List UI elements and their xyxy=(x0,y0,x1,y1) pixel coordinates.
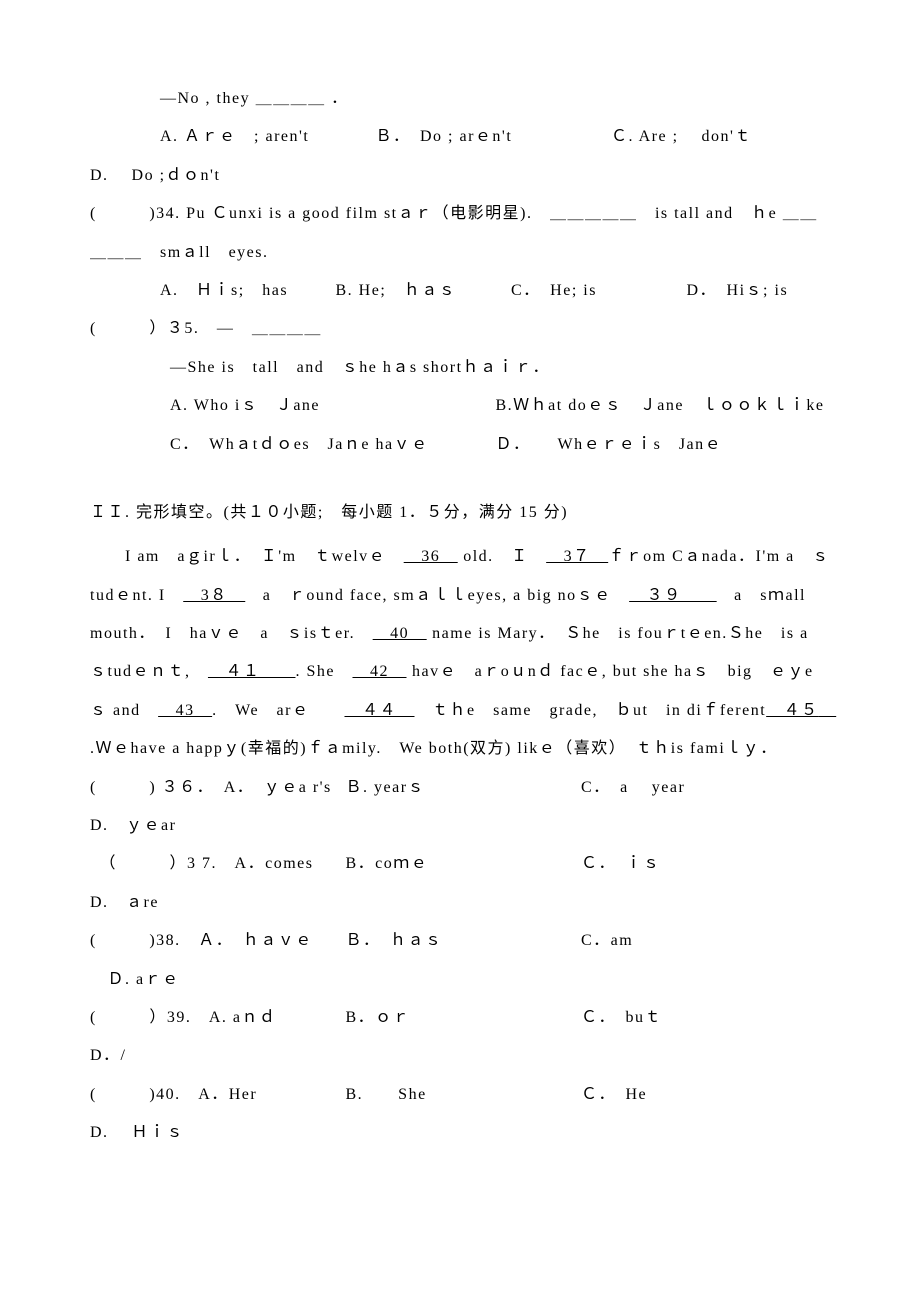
q35-line2-text: —She is tall and ｓhe hａs shortｈａｉｒ． xyxy=(170,359,550,376)
q40-C: Ｃ． He xyxy=(581,1076,731,1114)
q34-optC: C． He; is xyxy=(511,272,681,310)
q38-A: Ａ． ｈａｖｅ xyxy=(198,932,313,949)
section2-title: ＩＩ. 完形填空。(共１０小题; 每小题 1．５分，满分 15 分) xyxy=(90,494,830,532)
q33-optD: D. Do ;ｄｏn't xyxy=(90,167,220,184)
q35-stem: ( ）３5. — ＿＿＿＿ xyxy=(90,310,830,348)
q36-C: C． a year xyxy=(581,769,731,807)
q40-stem: ( )40. xyxy=(90,1086,181,1103)
q39-D-row: D．/ xyxy=(90,1037,830,1075)
q38-row: ( )38. Ａ． ｈａｖｅ Ｂ． ｈａｓ C．am xyxy=(90,922,830,960)
q38-D: Ｄ. aｒｅ xyxy=(108,971,180,988)
q34-options-row: A. Ｈｉs; has B. He; ｈａｓ C． He; is D． Hiｓ;… xyxy=(90,272,830,310)
q37-C: Ｃ． ｉｓ xyxy=(581,845,731,883)
q35-optD: Ｄ． Whｅｒｅｉs Janｅ xyxy=(496,436,723,453)
q33-line1-text: —No , they ＿＿＿＿ ． xyxy=(160,90,349,107)
q37-D-row: D. ａre xyxy=(90,884,830,922)
q33-optD-row: D. Do ;ｄｏn't xyxy=(90,157,830,195)
q37-stem: （ ）3 7. xyxy=(108,855,218,872)
q33-optC: Ｃ. Are ; don'ｔ xyxy=(611,128,752,145)
section2-passage: I am aｇirｌ． Ｉ'm ｔwelvｅ 36 old. Ｉ 3７ ｆｒom… xyxy=(90,538,830,768)
q36-D: D. ｙｅar xyxy=(90,817,177,834)
q39-D: D．/ xyxy=(90,1047,127,1064)
q35-stem-text: ( ）３5. — ＿＿＿＿ xyxy=(90,320,322,337)
q39-A: A. aｎｄ xyxy=(209,1009,277,1026)
q40-D-row: D. Ｈｉｓ xyxy=(90,1114,830,1152)
q38-B: Ｂ． ｈａｓ xyxy=(346,922,576,960)
q38-C: C．am xyxy=(581,922,731,960)
q38-stem: ( )38. xyxy=(90,932,181,949)
q39-stem: ( ）39. xyxy=(90,1009,191,1026)
q36-stem: ( ) ３６． xyxy=(90,779,206,796)
q36-row: ( ) ３６． A． ｙｅa r's Ｂ. yearｓ C． a year xyxy=(90,769,830,807)
q34-optA: A. Ｈｉs; has xyxy=(160,272,330,310)
q33-optB: Ｂ． Do ; arｅn't xyxy=(376,118,606,156)
q34-optB: B. He; ｈａｓ xyxy=(336,272,506,310)
q35-opts-row2: C． Whａtｄｏes Jaｎe haｖｅ Ｄ． Whｅｒｅｉs Janｅ xyxy=(90,426,830,464)
q39-C: Ｃ． buｔ xyxy=(581,999,731,1037)
q34-stem: ( )34. Pu Ｃunxi is a good film stａｒ（电影明星… xyxy=(90,195,830,272)
q35-optB: B.Ｗｈat doｅｓ Ｊane ｌｏｏｋｌｉke xyxy=(496,397,825,414)
q39-B: B．ｏｒ xyxy=(346,999,576,1037)
q35-optA: A. Who iｓ Ｊane xyxy=(170,387,490,425)
q35-opts-row1: A. Who iｓ Ｊane B.Ｗｈat doｅｓ Ｊane ｌｏｏｋｌｉke xyxy=(90,387,830,425)
section2-title-text: ＩＩ. 完形填空。(共１０小题; 每小题 1．５分，满分 15 分) xyxy=(90,504,568,521)
q37-row: （ ）3 7. A．comes B．coｍｅ Ｃ． ｉｓ xyxy=(90,845,830,883)
q37-D: D. ａre xyxy=(90,894,159,911)
q33-line1: —No , they ＿＿＿＿ ． xyxy=(90,80,830,118)
q36-D-row: D. ｙｅar xyxy=(90,807,830,845)
q35-line2: —She is tall and ｓhe hａs shortｈａｉｒ． xyxy=(90,349,830,387)
q39-row: ( ）39. A. aｎｄ B．ｏｒ Ｃ． buｔ xyxy=(90,999,830,1037)
q36-A: A． ｙｅa r's xyxy=(224,779,332,796)
q40-D: D. Ｈｉｓ xyxy=(90,1124,184,1141)
q34-optD: D． Hiｓ; is xyxy=(687,282,789,299)
q36-B: Ｂ. yearｓ xyxy=(346,769,576,807)
q34-stem-text: ( )34. Pu Ｃunxi is a good film stａｒ（电影明星… xyxy=(90,205,818,260)
q38-D-row: Ｄ. aｒｅ xyxy=(90,961,830,999)
q35-optC: C． Whａtｄｏes Jaｎe haｖｅ xyxy=(170,426,490,464)
q40-row: ( )40. A．Her B. She Ｃ． He xyxy=(90,1076,830,1114)
q40-A: A．Her xyxy=(198,1086,257,1103)
q40-B: B. She xyxy=(346,1076,576,1114)
q33-optA: A. Ａｒｅ ; aren't xyxy=(160,118,370,156)
q33-options-row1: A. Ａｒｅ ; aren't Ｂ． Do ; arｅn't Ｃ. Are ; … xyxy=(90,118,830,156)
q37-B: B．coｍｅ xyxy=(346,845,576,883)
q37-A: A．comes xyxy=(235,855,314,872)
